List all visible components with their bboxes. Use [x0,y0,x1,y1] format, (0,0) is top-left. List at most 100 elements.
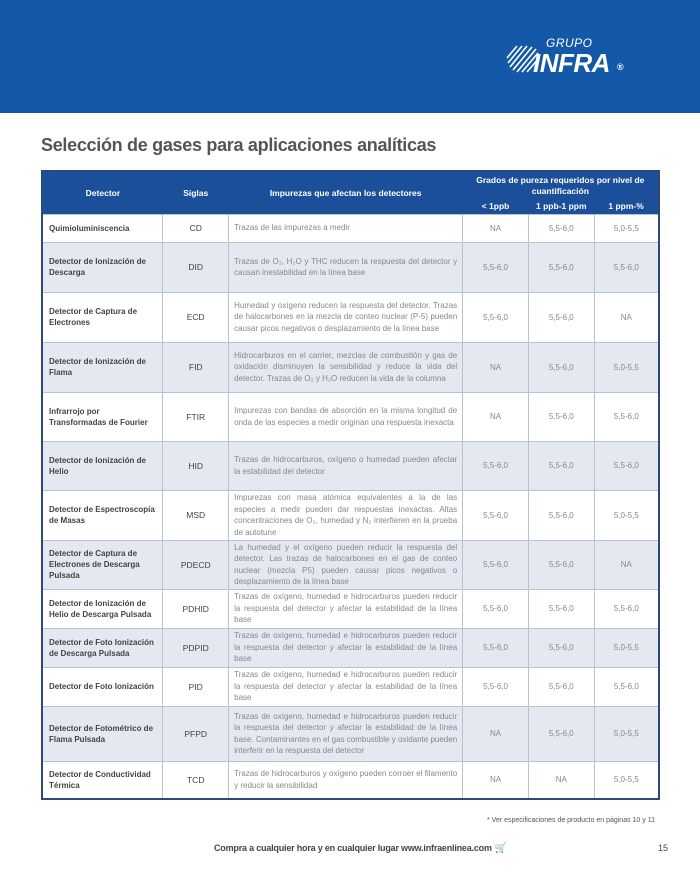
siglas-cell: FTIR [162,391,230,442]
header-level-3: 1 ppm-% [594,199,659,214]
value-cell: 5,5-6,0 [527,489,595,541]
value-cell: 5,0-5,5 [593,760,660,800]
impurezas-cell: Trazas de las impurezas a medir [228,213,464,243]
value-cell: 5,5-6,0 [593,588,660,629]
detector-cell: Detector de Espectroscopía de Masas [41,489,164,541]
value-cell: 5,5-6,0 [462,291,529,343]
detector-cell: Detector de Ionización de Helio de Desca… [41,588,164,629]
table-row: Quimioluminiscencia CD Trazas de las impur… [41,213,660,243]
siglas-cell: PFPD [162,705,230,762]
value-cell: 5,0-5,5 [593,341,660,393]
impurezas-cell: Trazas de oxígeno, humedad e hidrocarbur… [228,705,464,762]
value-cell: NA [527,760,595,800]
detector-cell: Detector de Ionización de Helio [41,440,164,491]
table-row: Detector de Conductividad Térmica TCD Traz… [41,760,660,800]
siglas-cell: PDECD [162,539,230,590]
impurezas-cell: Trazas de oxígeno, humedad e hidrocarbur… [228,588,464,629]
siglas-cell: DID [162,241,230,293]
header-grados: Grados de pureza requeridos por nivel de… [462,171,659,199]
value-cell: NA [593,539,660,590]
page-title: Selección de gases para aplicaciones ana… [41,135,437,155]
table-row: Detector de Ionización de Descarga DID Tra… [41,241,660,293]
value-cell: 5,5-6,0 [527,213,595,243]
value-cell: NA [462,391,529,442]
impurezas-cell: Impurezas con masa atómica equivalentes … [228,489,464,541]
registered-mark: ® [617,62,624,72]
value-cell: 5,5-6,0 [462,627,529,668]
detector-cell: Detector de Ionización de Flama [41,341,164,393]
logo-grupo-text: GRUPO [546,36,593,50]
value-cell: NA [593,291,660,343]
value-cell: 5,5-6,0 [527,627,595,668]
impurezas-cell: Trazas de oxígeno, humedad e hidrocarbur… [228,627,464,668]
siglas-cell: PID [162,666,230,707]
header-level-1: < 1ppb [462,199,529,214]
siglas-cell: ECD [162,291,230,343]
header-impurezas: Impurezas que afectan los detectores [228,171,463,214]
siglas-cell: TCD [162,760,230,800]
detector-cell: Quimioluminiscencia [41,213,164,243]
impurezas-cell: La humedad y el oxígeno pueden reducir l… [228,539,464,590]
value-cell: 5,5-6,0 [593,666,660,707]
value-cell: 5,5-6,0 [527,341,595,393]
value-cell: 5,5-6,0 [527,539,595,590]
shopping-cart-icon: 🛒 [494,843,508,854]
value-cell: NA [462,213,529,243]
table-row: Detector de Ionización de Helio HID Trazas… [41,440,660,491]
impurezas-cell: Impurezas con bandas de absorción en la … [228,391,464,442]
table-row: Detector de Fotométrico de Flama Pulsada… [41,705,660,762]
logo-infra-text: INFRA [533,48,610,78]
table-row: Detector de Espectroscopía de Masas MSD Im… [41,489,660,541]
detector-cell: Detector de Captura de Electrones de Des… [41,539,164,590]
detector-cell: Detector de Conductividad Térmica [41,760,164,800]
detector-cell: Infrarrojo por Transformadas de Fourier [41,391,164,442]
impurezas-cell: Trazas de O₂, H₂O y THC reducen la respu… [228,241,464,293]
value-cell: 5,5-6,0 [527,391,595,442]
value-cell: 5,5-6,0 [527,241,595,293]
detector-cell: Detector de Foto Ionización de Descarga … [41,627,164,668]
footer: Compra a cualquier hora y en cualquier l… [214,843,507,854]
table-row: Detector de Captura de Electrones ECD Hume… [41,291,660,343]
siglas-cell: HID [162,440,230,491]
header-detector: Detector [42,171,163,214]
table-row: Detector de Foto Ionización de Descarga … [41,627,660,668]
value-cell: 5,5-6,0 [462,440,529,491]
siglas-cell: PDPID [162,627,230,668]
value-cell: 5,5-6,0 [527,291,595,343]
value-cell: 5,5-6,0 [527,666,595,707]
infra-logo-mark-icon [506,45,540,73]
value-cell: 5,0-5,5 [593,213,660,243]
header-level-2: 1 ppb-1 ppm [528,199,595,214]
value-cell: 5,5-6,0 [462,539,529,590]
value-cell: 5,5-6,0 [527,440,595,491]
grupo-infra-logo: GRUPO INFRA ® [503,36,633,80]
table-row: Detector de Captura de Electrones de Des… [41,539,660,590]
value-cell: 5,5-6,0 [593,440,660,491]
detector-cell: Detector de Captura de Electrones [41,291,164,343]
impurezas-cell: Trazas de oxígeno, humedad e hidrocarbur… [228,666,464,707]
gas-selection-table: Detector Siglas Impurezas que afectan lo… [41,170,660,800]
table-row: Infrarrojo por Transformadas de Fourier F… [41,391,660,442]
value-cell: NA [462,705,529,762]
header-band: GRUPO INFRA ® [0,0,700,113]
impurezas-cell: Hidrocarburos en el carrier, mezclas de … [228,341,464,393]
impurezas-cell: Humedad y oxígeno reducen la respuesta d… [228,291,464,343]
table-row: Detector de Ionización de Flama FID Hidroc… [41,341,660,393]
header-siglas: Siglas [162,171,229,214]
value-cell: 5,5-6,0 [462,241,529,293]
siglas-cell: PDHID [162,588,230,629]
value-cell: 5,5-6,0 [462,588,529,629]
value-cell: 5,5-6,0 [462,666,529,707]
value-cell: NA [462,760,529,800]
value-cell: 5,5-6,0 [593,391,660,442]
footer-text: Compra a cualquier hora y en cualquier l… [214,843,492,853]
detector-cell: Detector de Ionización de Descarga [41,241,164,293]
value-cell: 5,5-6,0 [593,241,660,293]
value-cell: 5,0-5,5 [593,489,660,541]
impurezas-cell: Trazas de hidrocarburos y oxígeno pueden… [228,760,464,800]
table-row: Detector de Foto Ionización PID Trazas de … [41,666,660,707]
siglas-cell: FID [162,341,230,393]
siglas-cell: CD [162,213,230,243]
siglas-cell: MSD [162,489,230,541]
footnote: * Ver especificaciones de producto en pá… [487,817,655,824]
